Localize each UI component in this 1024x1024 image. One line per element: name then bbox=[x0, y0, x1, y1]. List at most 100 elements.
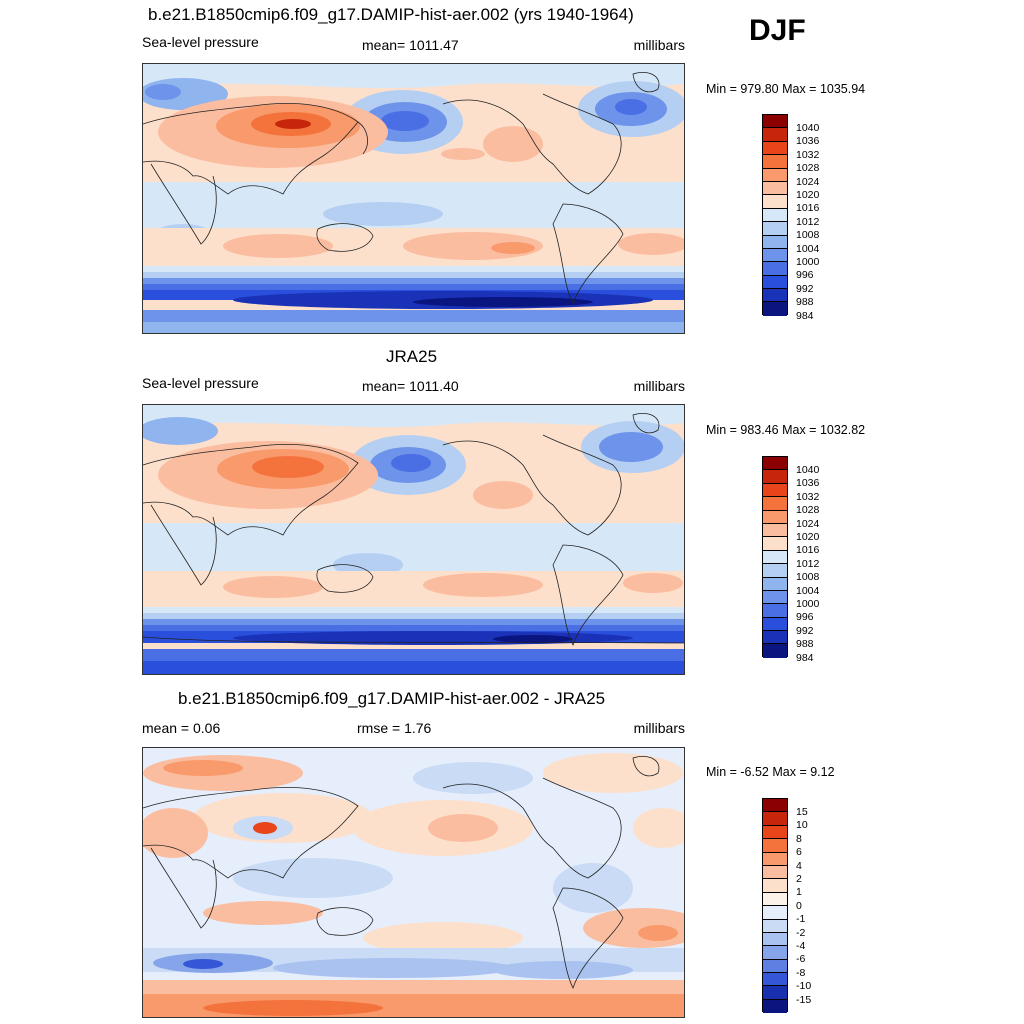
colorbar-swatch bbox=[763, 208, 787, 223]
colorbar-swatch bbox=[763, 865, 787, 880]
panel-2-colorbar bbox=[762, 456, 788, 658]
colorbar-level-label: 984 bbox=[796, 309, 814, 322]
colorbar-level-label: 996 bbox=[796, 611, 814, 624]
colorbar-swatch bbox=[763, 892, 787, 907]
colorbar-level-label: 992 bbox=[796, 624, 814, 637]
colorbar-swatch bbox=[763, 248, 787, 263]
season-label: DJF bbox=[749, 14, 806, 47]
colorbar-swatch bbox=[763, 986, 787, 1000]
colorbar-level-label: 1032 bbox=[796, 148, 820, 161]
colorbar-level-label: 1040 bbox=[796, 122, 820, 134]
colorbar-swatch bbox=[763, 852, 787, 866]
panel-3-units-label: millibars bbox=[633, 720, 685, 736]
colorbar-level-label: 1012 bbox=[796, 557, 820, 570]
colorbar-level-label: 1012 bbox=[796, 215, 820, 228]
colorbar-swatch bbox=[763, 604, 787, 618]
colorbar-swatch bbox=[763, 999, 787, 1014]
colorbar-swatch bbox=[763, 497, 787, 511]
colorbar-swatch bbox=[763, 799, 787, 813]
colorbar-swatch bbox=[763, 483, 787, 498]
colorbar-level-label: 1008 bbox=[796, 229, 820, 242]
panel-1-units-label: millibars bbox=[633, 37, 685, 53]
colorbar-swatch bbox=[763, 644, 787, 658]
colorbar-level-label: 1 bbox=[796, 886, 802, 899]
colorbar-swatch bbox=[763, 289, 787, 303]
colorbar-level-label: 1000 bbox=[796, 598, 820, 610]
panel-1-variable-label: Sea-level pressure bbox=[142, 34, 259, 50]
colorbar-swatch bbox=[763, 510, 787, 524]
panel-3-title: b.e21.B1850cmip6.f09_g17.DAMIP-hist-aer.… bbox=[178, 689, 606, 708]
panel-3-mean-label: mean = 0.06 bbox=[142, 720, 221, 736]
colorbar-level-label: 1000 bbox=[796, 256, 820, 268]
colorbar-swatch bbox=[763, 959, 787, 974]
colorbar-level-label: -6 bbox=[796, 953, 806, 966]
colorbar-level-label: 1040 bbox=[796, 464, 820, 476]
colorbar-level-label: 6 bbox=[796, 846, 802, 859]
colorbar-level-label: 0 bbox=[796, 899, 802, 912]
colorbar-level-label: 4 bbox=[796, 859, 802, 872]
colorbar-swatch bbox=[763, 550, 787, 565]
colorbar-level-label: -1 bbox=[796, 913, 806, 926]
colorbar-swatch bbox=[763, 470, 787, 484]
colorbar-level-label: 1032 bbox=[796, 490, 820, 503]
colorbar-level-label: 984 bbox=[796, 651, 814, 664]
colorbar-level-label: 1024 bbox=[796, 175, 820, 188]
panel-2-mean-label: mean= 1011.40 bbox=[362, 378, 459, 394]
panel-2-title: JRA25 bbox=[386, 347, 438, 366]
panel-1-colorbar bbox=[762, 114, 788, 316]
colorbar-level-label: 15 bbox=[796, 806, 808, 818]
colorbar-swatch bbox=[763, 932, 787, 947]
colorbar-swatch bbox=[763, 919, 787, 933]
colorbar-level-label: 988 bbox=[796, 296, 814, 309]
colorbar-level-label: -2 bbox=[796, 926, 806, 939]
colorbar-swatch bbox=[763, 115, 787, 129]
colorbar-level-label: 996 bbox=[796, 269, 814, 282]
colorbar-swatch bbox=[763, 577, 787, 591]
colorbar-level-label: 1008 bbox=[796, 571, 820, 584]
colorbar-swatch bbox=[763, 906, 787, 920]
panel-3-rmse-label: rmse = 1.76 bbox=[357, 720, 432, 736]
colorbar-swatch bbox=[763, 141, 787, 156]
colorbar-swatch bbox=[763, 222, 787, 236]
panel-1-map bbox=[142, 63, 685, 334]
colorbar-level-label: 1016 bbox=[796, 544, 820, 557]
colorbar-swatch bbox=[763, 879, 787, 893]
colorbar-swatch bbox=[763, 128, 787, 142]
colorbar-level-label: 1028 bbox=[796, 504, 820, 517]
colorbar-level-label: 2 bbox=[796, 873, 802, 885]
colorbar-swatch bbox=[763, 302, 787, 316]
panel-2-minmax: Min = 983.46 Max = 1032.82 bbox=[706, 423, 866, 437]
panel-3-map bbox=[142, 747, 685, 1018]
colorbar-swatch bbox=[763, 825, 787, 840]
colorbar-level-label: -4 bbox=[796, 940, 806, 952]
panel-3-colorbar bbox=[762, 798, 788, 1014]
colorbar-level-label: 988 bbox=[796, 638, 814, 651]
colorbar-level-label: 1020 bbox=[796, 189, 820, 201]
colorbar-swatch bbox=[763, 590, 787, 605]
panel-3-minmax: Min = -6.52 Max = 9.12 bbox=[706, 765, 835, 779]
colorbar-level-label: -10 bbox=[796, 980, 812, 993]
colorbar-swatch bbox=[763, 631, 787, 645]
colorbar-level-label: 8 bbox=[796, 832, 802, 845]
colorbar-swatch bbox=[763, 537, 787, 551]
colorbar-level-label: -15 bbox=[796, 993, 812, 1006]
colorbar-swatch bbox=[763, 839, 787, 853]
colorbar-swatch bbox=[763, 973, 787, 987]
colorbar-swatch bbox=[763, 523, 787, 538]
colorbar-swatch bbox=[763, 262, 787, 276]
colorbar-swatch bbox=[763, 457, 787, 471]
colorbar-swatch bbox=[763, 155, 787, 169]
colorbar-swatch bbox=[763, 195, 787, 209]
colorbar-level-label: 1036 bbox=[796, 477, 820, 490]
panel-1-mean-label: mean= 1011.47 bbox=[362, 37, 459, 53]
colorbar-level-label: 992 bbox=[796, 282, 814, 295]
panel-2-map bbox=[142, 404, 685, 675]
colorbar-swatch bbox=[763, 181, 787, 196]
colorbar-level-label: 1020 bbox=[796, 531, 820, 543]
colorbar-level-label: 1004 bbox=[796, 242, 820, 255]
panel-1-title: b.e21.B1850cmip6.f09_g17.DAMIP-hist-aer.… bbox=[148, 5, 634, 24]
colorbar-level-label: -8 bbox=[796, 966, 806, 979]
colorbar-level-label: 1036 bbox=[796, 135, 820, 148]
colorbar-level-label: 10 bbox=[796, 819, 808, 832]
colorbar-level-label: 1016 bbox=[796, 202, 820, 215]
